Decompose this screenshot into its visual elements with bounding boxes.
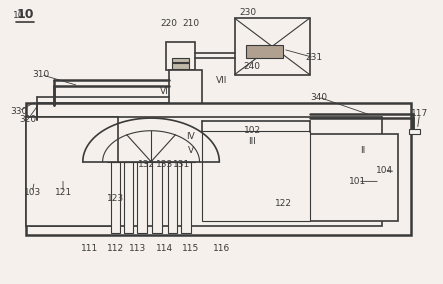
Text: 230: 230 — [239, 8, 256, 17]
Text: II: II — [360, 146, 365, 155]
Bar — [202, 131, 310, 221]
Text: 131: 131 — [173, 160, 190, 169]
Text: 115: 115 — [182, 244, 199, 253]
Text: 116: 116 — [213, 244, 230, 253]
Text: 123: 123 — [107, 194, 124, 203]
Bar — [235, 18, 310, 74]
Text: V: V — [188, 146, 194, 155]
Text: 102: 102 — [244, 126, 261, 135]
Bar — [246, 45, 283, 58]
Bar — [124, 162, 133, 233]
Text: 210: 210 — [182, 19, 199, 28]
Text: III: III — [249, 137, 256, 147]
Bar — [111, 162, 120, 233]
Text: 340: 340 — [310, 93, 327, 101]
Bar — [26, 117, 118, 226]
Bar — [152, 162, 162, 233]
Text: 231: 231 — [305, 53, 323, 62]
Bar — [26, 103, 411, 235]
Text: 10: 10 — [13, 11, 25, 20]
Text: 122: 122 — [275, 199, 291, 208]
Text: 121: 121 — [54, 188, 72, 197]
Bar — [169, 70, 202, 108]
Text: 220: 220 — [160, 19, 177, 28]
Text: VII: VII — [216, 76, 227, 85]
Text: 320: 320 — [19, 115, 36, 124]
Text: VI: VI — [160, 87, 169, 96]
Text: 117: 117 — [411, 109, 428, 118]
Bar — [181, 162, 190, 233]
Bar — [30, 117, 382, 226]
Text: 113: 113 — [129, 244, 147, 253]
Text: 133: 133 — [155, 160, 173, 169]
Text: IV: IV — [187, 132, 195, 141]
Text: 132: 132 — [138, 160, 155, 169]
Bar — [310, 133, 397, 221]
Text: 310: 310 — [32, 70, 50, 79]
Bar — [408, 129, 420, 133]
Bar — [137, 162, 147, 233]
Text: 101: 101 — [350, 177, 367, 186]
Bar — [168, 162, 178, 233]
Text: 111: 111 — [81, 244, 98, 253]
Text: 114: 114 — [155, 244, 173, 253]
Text: 330: 330 — [10, 106, 27, 116]
Text: 112: 112 — [107, 244, 124, 253]
Text: 10: 10 — [17, 8, 34, 21]
Bar — [172, 58, 189, 69]
Text: 240: 240 — [244, 62, 261, 70]
Text: 103: 103 — [23, 188, 41, 197]
Text: 104: 104 — [376, 166, 393, 175]
Bar — [167, 42, 195, 70]
